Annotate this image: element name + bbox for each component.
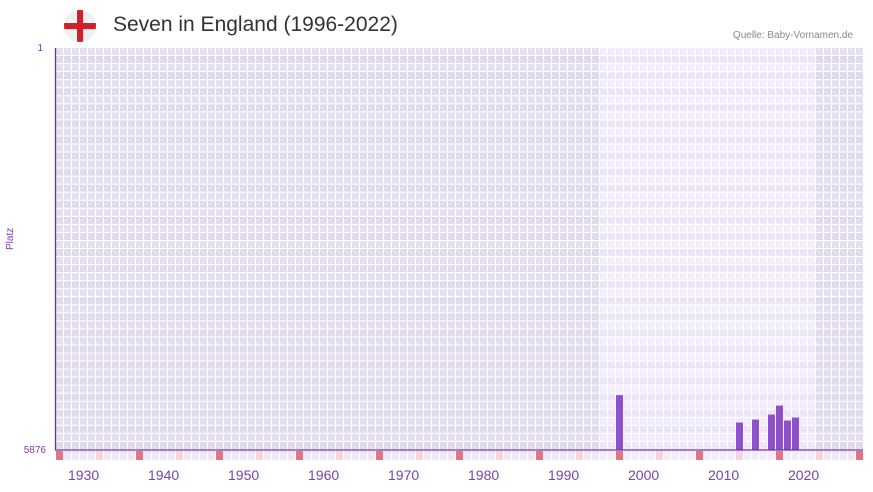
x-tick-1970: 1970 (388, 467, 420, 483)
bar-2019 (784, 420, 791, 450)
bar-2020 (792, 417, 799, 450)
x-tick-2000: 2000 (628, 467, 660, 483)
bar-2018 (776, 405, 783, 450)
x-tick-1990: 1990 (548, 467, 580, 483)
x-tick-1950: 1950 (228, 467, 260, 483)
bar-2017 (768, 414, 775, 450)
bar-2013 (736, 422, 743, 450)
x-tick-2010: 2010 (708, 467, 740, 483)
source-label: Quelle: Baby-Vornamen.de (732, 30, 853, 41)
x-tick-1980: 1980 (468, 467, 500, 483)
y-tick-bottom: 5876 (23, 445, 46, 456)
bar-2015 (752, 419, 759, 450)
x-tick-1960: 1960 (308, 467, 340, 483)
chart-title: Seven in England (1996-2022) (113, 13, 398, 36)
x-tick-1930: 1930 (68, 467, 100, 483)
y-tick-top: 1 (37, 43, 43, 54)
x-tick-2020: 2020 (788, 467, 820, 483)
england-flag-icon (64, 10, 96, 42)
bar-1998 (616, 395, 623, 450)
x-tick-1940: 1940 (148, 467, 180, 483)
